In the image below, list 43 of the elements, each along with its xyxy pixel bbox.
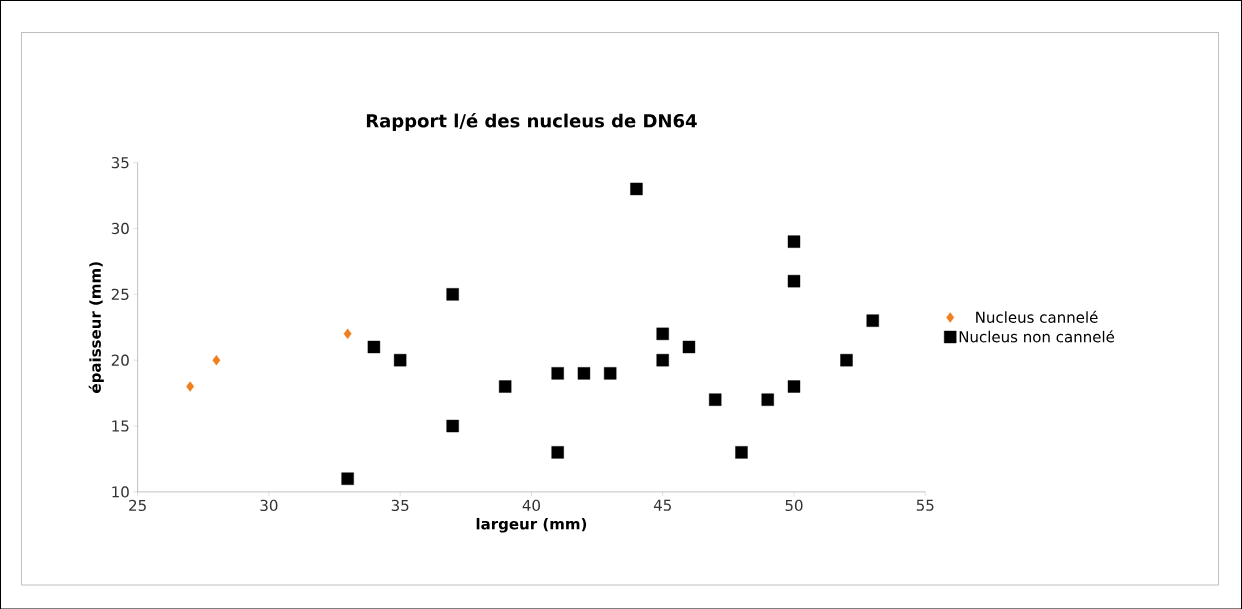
point bbox=[656, 327, 669, 340]
x-tick-label: 30 bbox=[260, 499, 278, 511]
point bbox=[551, 366, 564, 380]
point bbox=[446, 287, 459, 301]
point bbox=[787, 274, 801, 288]
x-tick-label: 55 bbox=[916, 499, 934, 511]
point bbox=[446, 419, 459, 433]
y-tick-label: 20 bbox=[111, 354, 129, 366]
y-tick-label: 30 bbox=[111, 222, 129, 234]
point bbox=[577, 366, 591, 380]
point bbox=[787, 235, 801, 248]
point bbox=[787, 380, 801, 393]
point bbox=[341, 472, 354, 485]
point bbox=[682, 340, 696, 353]
point bbox=[735, 445, 748, 459]
point bbox=[603, 366, 617, 380]
x-tick-label: 45 bbox=[653, 499, 671, 511]
x-tick-label: 25 bbox=[129, 499, 146, 511]
point bbox=[656, 353, 669, 367]
point bbox=[498, 380, 512, 393]
legend-label: Nucleus non cannelé bbox=[959, 330, 1115, 343]
point bbox=[866, 314, 879, 327]
chart-title: Rapport l/é des nucleus de DN64 bbox=[366, 112, 697, 131]
legend-label: Nucleus cannelé bbox=[976, 310, 1098, 323]
y-tick-label: 10 bbox=[112, 485, 129, 498]
y-tick-label: 25 bbox=[111, 288, 129, 300]
point bbox=[212, 354, 221, 366]
y-axis-title: épaisseur (mm) bbox=[88, 262, 104, 393]
point bbox=[630, 182, 643, 195]
point bbox=[393, 353, 407, 367]
point bbox=[343, 328, 352, 339]
point bbox=[551, 445, 564, 459]
point bbox=[761, 393, 774, 406]
point bbox=[840, 353, 853, 367]
point bbox=[709, 393, 722, 406]
y-tick-label: 35 bbox=[111, 156, 129, 169]
x-tick-label: 40 bbox=[522, 499, 540, 511]
point bbox=[367, 340, 381, 353]
x-tick-label: 50 bbox=[785, 499, 803, 511]
x-tick-label: 35 bbox=[391, 499, 409, 511]
y-tick-label: 15 bbox=[112, 420, 129, 432]
x-axis-title: largeur (mm) bbox=[476, 517, 587, 533]
point bbox=[186, 381, 195, 392]
